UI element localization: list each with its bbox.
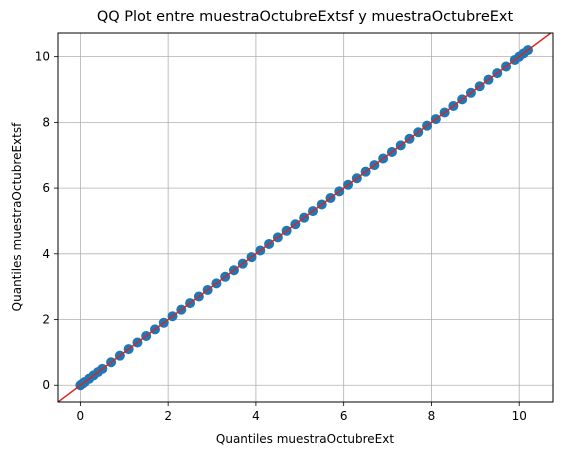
y-tick-label: 0: [42, 378, 50, 392]
plot-frame: [57, 32, 554, 403]
y-tick-label: 8: [42, 115, 50, 129]
y-tick-label: 10: [35, 50, 50, 64]
x-tick-label: 8: [428, 409, 436, 423]
grid-lines: [58, 33, 553, 402]
x-tick-label: 2: [164, 409, 172, 423]
y-tick-label: 2: [42, 313, 50, 327]
x-tick-label: 0: [77, 409, 85, 423]
x-axis-ticks: 0 2 4 6 8 10: [77, 402, 527, 423]
y-axis-ticks: 0 2 4 6 8 10: [35, 50, 58, 392]
reference-line-group: [58, 33, 553, 402]
y-tick-label: 4: [42, 247, 50, 261]
reference-line: [58, 33, 553, 402]
x-tick-label: 6: [340, 409, 348, 423]
chart-title: QQ Plot entre muestraOctubreExtsf y mues…: [97, 9, 514, 25]
x-axis-label: Quantiles muestraOctubreExt: [216, 432, 394, 446]
x-tick-label: 10: [512, 409, 527, 423]
y-tick-label: 6: [42, 181, 50, 195]
x-tick-label: 4: [252, 409, 260, 423]
y-axis-label: Quantiles muestraOctubreExtsf: [10, 122, 24, 311]
